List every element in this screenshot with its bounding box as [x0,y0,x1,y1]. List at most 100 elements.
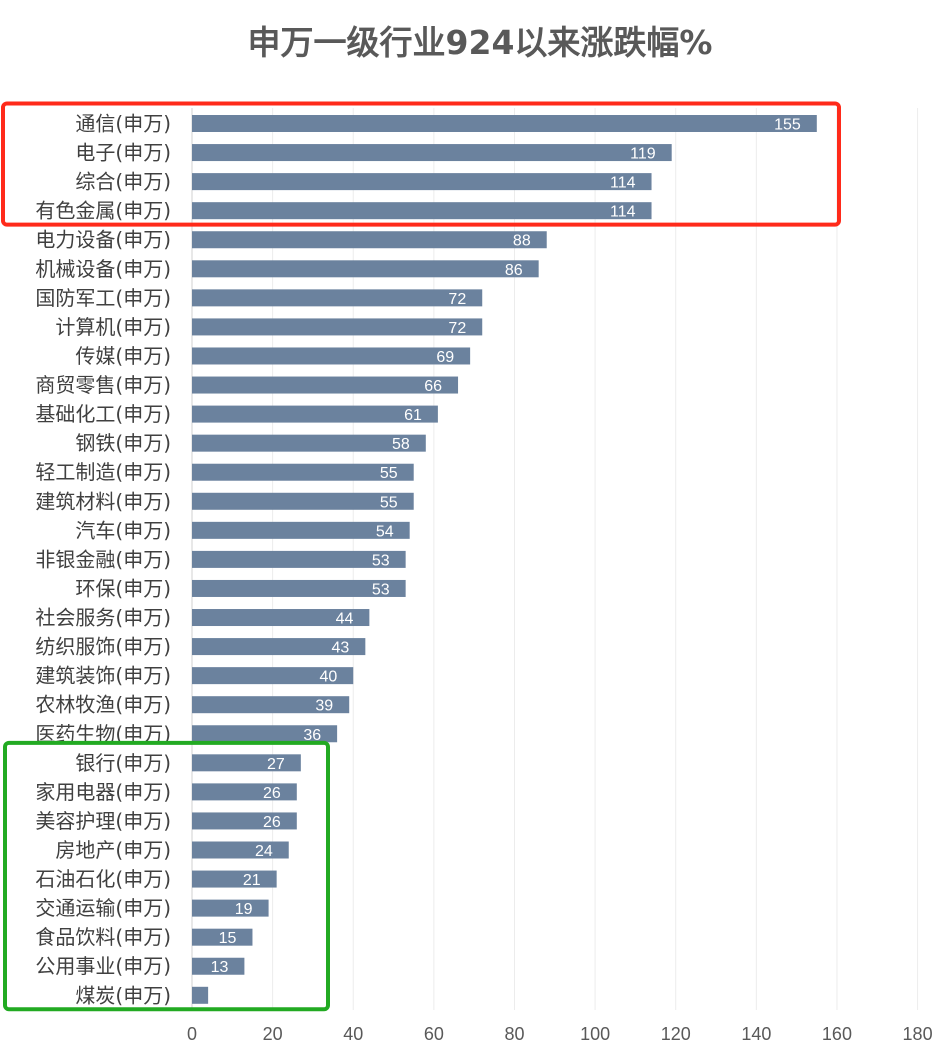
bar [192,173,652,191]
bar [192,754,301,772]
bar [192,899,269,917]
bar [192,550,406,568]
x-tick-label: 180 [903,1024,933,1044]
bar [192,579,406,597]
data-label: 53 [372,552,390,569]
data-label: 21 [243,872,261,889]
data-label: 114 [610,204,636,221]
data-label: 36 [303,727,321,744]
data-label: 15 [219,930,237,947]
x-tick-label: 40 [343,1024,363,1044]
category-label: 纺织服饰(申万) [35,635,171,659]
category-label: 非银金融(申万) [35,547,171,571]
highlight-boxes [1,101,841,1012]
bar [192,376,459,394]
data-label: 88 [513,233,531,250]
data-label: 24 [255,843,273,860]
bar [192,115,817,132]
bar [192,841,289,859]
category-label: 房地产(申万) [55,838,171,862]
category-label: 传媒(申万) [75,344,171,368]
category-label: 环保(申万) [75,576,171,600]
bar [192,260,539,278]
category-label: 综合(申万) [75,170,171,194]
category-label: 食品饮料(申万) [35,925,171,949]
bar [192,696,350,714]
category-label: 商贸零售(申万) [35,373,171,397]
category-label: 公用事业(申万) [35,954,171,978]
data-label: 58 [392,436,410,453]
category-label: 钢铁(申万) [75,431,171,455]
category-label: 农林牧渔(申万) [35,693,171,717]
data-label: 40 [319,669,337,686]
category-label: 电子(申万) [75,141,171,165]
x-tick-label: 20 [263,1024,283,1044]
category-label: 煤炭(申万) [75,983,171,1007]
grid-lines [191,108,919,1010]
category-label: 美容护理(申万) [35,809,171,833]
x-tick-label: 80 [504,1024,524,1044]
bar [192,609,370,627]
bar [192,783,297,801]
category-label: 汽车(申万) [75,518,171,542]
x-axis-ticks: 0 20 40 60 80 100 120 140 160 180 [187,1024,933,1044]
bar [192,957,245,975]
data-label: 27 [267,756,285,773]
bar [192,928,253,946]
data-label: 13 [211,959,229,976]
category-label: 建筑材料(申万) [35,489,171,513]
data-label: 61 [404,407,422,424]
category-labels: 通信(申万) 电子(申万) 综合(申万) 有色金属(申万) 电力设备(申万) 机械设备(申… [35,112,171,1008]
category-label: 通信(申万) [75,112,171,136]
category-label: 国防军工(申万) [35,286,171,310]
data-label: 54 [376,523,394,540]
bar [192,231,547,249]
bars [192,115,817,1004]
bar [192,318,483,336]
category-label: 交通运输(申万) [35,896,171,920]
category-label: 计算机(申万) [55,315,171,339]
category-label: 有色金属(申万) [35,199,171,223]
category-label: 家用电器(申万) [35,780,171,804]
data-label: 86 [505,262,523,279]
bar [192,289,483,307]
x-tick-label: 160 [822,1024,852,1044]
bar [192,870,277,888]
bar [192,202,652,220]
data-label: 114 [610,175,636,192]
bar [192,405,438,423]
highlight-box [3,740,330,1012]
category-label: 基础化工(申万) [35,402,171,426]
category-label: 社会服务(申万) [35,606,171,630]
x-tick-label: 140 [741,1024,771,1044]
data-label: 19 [235,901,253,918]
data-label: 43 [332,640,350,657]
bar [192,812,297,830]
data-label: 72 [448,320,466,337]
x-tick-label: 60 [424,1024,444,1044]
data-label: 53 [372,581,390,598]
x-tick-label: 120 [661,1024,691,1044]
data-label: 55 [380,494,398,511]
data-label: 39 [315,698,333,715]
category-label: 石油石化(申万) [35,867,171,891]
bar [192,667,354,685]
bar [192,144,672,162]
bar [192,986,209,1004]
data-label: 26 [263,785,281,802]
x-tick-label: 0 [187,1024,197,1044]
data-label: 72 [448,291,466,308]
bar [192,638,366,656]
bar [192,463,414,481]
data-label: 44 [336,611,354,628]
data-label: 69 [436,349,454,366]
chart-title: 申万一级行业924以来涨跌幅% [248,23,713,62]
bar [192,347,471,365]
bar [192,725,338,743]
category-label: 轻工制造(申万) [35,460,171,484]
highlight-box [1,101,841,227]
data-label: 66 [424,378,442,395]
category-label: 机械设备(申万) [35,257,171,281]
bar [192,492,414,510]
